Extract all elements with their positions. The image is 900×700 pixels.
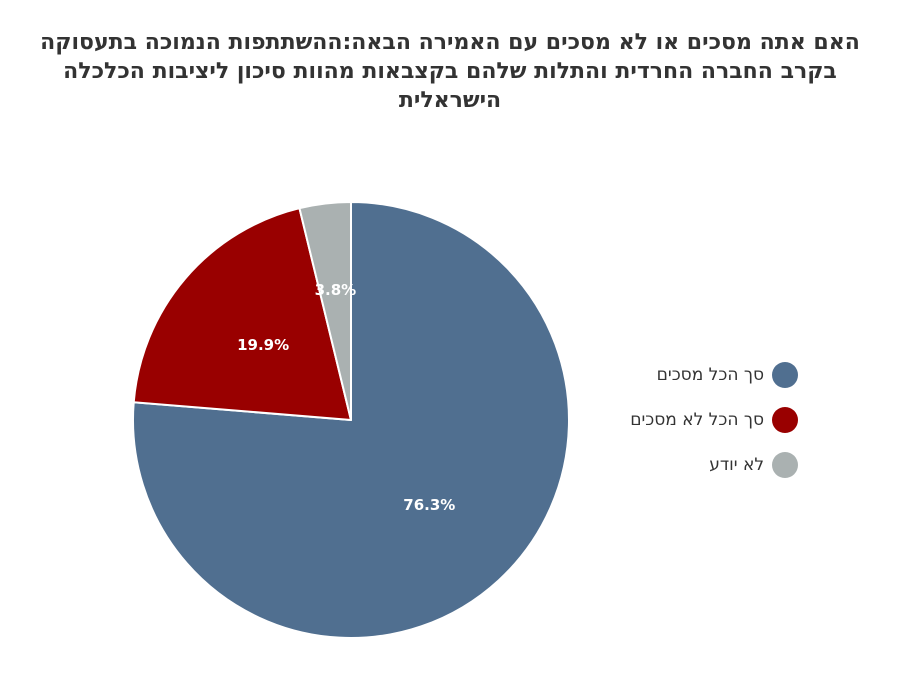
chart-legend: סך הכל מסכים סך הכל לא מסכים לא יודע — [630, 360, 798, 495]
legend-swatch-dont-know — [772, 452, 798, 478]
pie-label-dont-know: 3.8% — [315, 281, 357, 299]
legend-swatch-disagree — [772, 407, 798, 433]
chart-title: האם אתה מסכים או לא מסכים עם האמירה הבאה… — [40, 30, 860, 113]
pie-slice-disagree[interactable] — [132, 207, 352, 421]
pie-label-agree: 76.3% — [403, 496, 455, 514]
legend-item-disagree[interactable]: סך הכל לא מסכים — [630, 405, 798, 435]
legend-item-dont-know[interactable]: לא יודע — [630, 450, 798, 480]
legend-label-dont-know: לא יודע — [709, 455, 764, 475]
legend-label-disagree: סך הכל לא מסכים — [630, 410, 764, 430]
legend-label-agree: סך הכל מסכים — [656, 365, 764, 385]
pie-label-disagree: 19.9% — [237, 336, 289, 354]
legend-item-agree[interactable]: סך הכל מסכים — [630, 360, 798, 390]
pie-slice-dont-know[interactable] — [298, 201, 352, 421]
legend-swatch-agree — [772, 362, 798, 388]
